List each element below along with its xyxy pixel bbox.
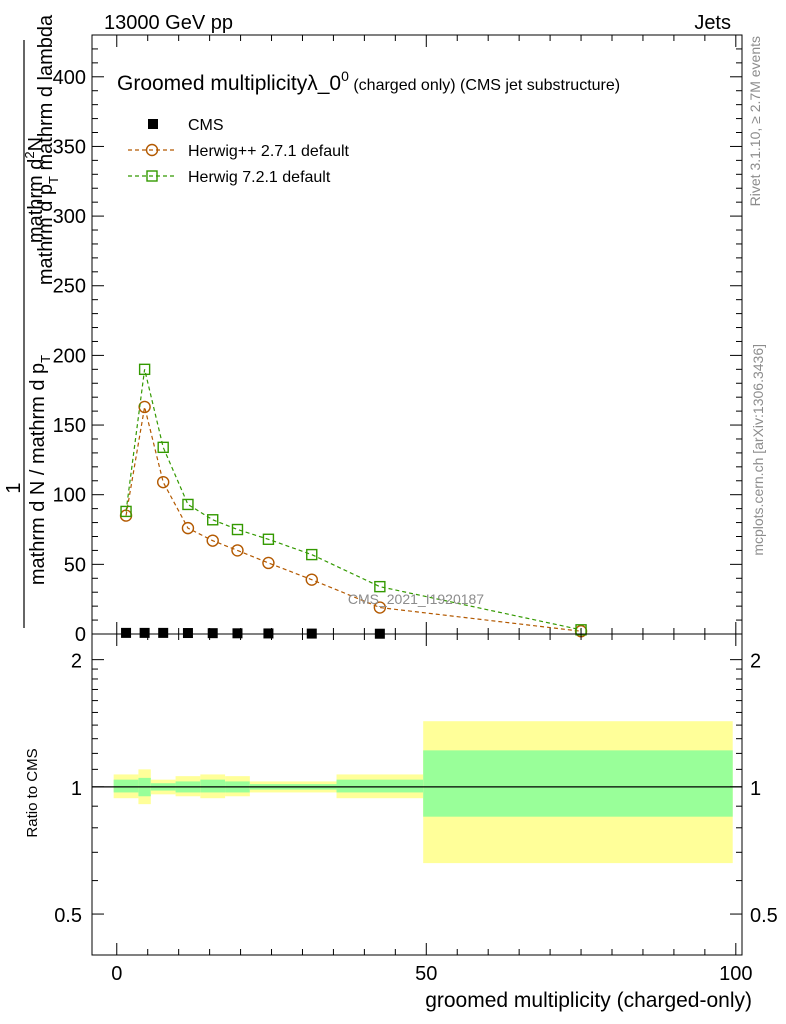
y-label-outer-numerator: 1 [3, 482, 25, 493]
ratio-band-green [200, 779, 226, 793]
plot-title-sup: 0 [341, 68, 349, 84]
data-point-herwig7 [182, 498, 194, 511]
data-point-herwigpp [262, 556, 275, 570]
ratio-band-green [336, 779, 424, 793]
legend-cms-marker [148, 119, 158, 129]
legend-herwig7-label: Herwig 7.2.1 default [188, 169, 331, 186]
data-point-cms [158, 627, 169, 638]
data-point-herwigpp [373, 601, 387, 614]
ratio-y-tick-label-right: 2 [750, 651, 761, 673]
data-point-herwig7 [231, 523, 244, 536]
data-point-herwig7 [207, 514, 219, 526]
data-point-cms [139, 627, 150, 638]
data-point-herwigpp [181, 521, 195, 535]
data-point-herwig7 [157, 441, 169, 454]
y-tick-label: 250 [53, 276, 86, 298]
ratio-band-green [113, 779, 139, 793]
lower-y-axis: 0.5 0.5 1 1 2 2 [54, 651, 778, 927]
plot-title-main: Groomed multiplicityλ_0 [117, 72, 341, 95]
header-jets-label: Jets [694, 12, 731, 34]
data-point-cms [207, 628, 218, 639]
ratio-y-tick-label-right: 0.5 [750, 905, 778, 927]
ratio-band-green [423, 750, 733, 817]
y-tick-label: 350 [53, 136, 86, 158]
ratio-y-tick-label: 1 [71, 778, 82, 800]
data-point-herwig7 [306, 548, 318, 561]
data-point-herwig7 [138, 363, 151, 376]
y-label-outer-denominator: mathrm d N / mathrm d pT [27, 355, 53, 585]
ratio-y-tick-label: 0.5 [54, 905, 82, 927]
series-line-herwig7 [125, 369, 582, 631]
data-point-herwigpp [156, 475, 170, 489]
series-line-herwigpp [125, 406, 582, 632]
y-tick-label: 300 [53, 206, 86, 228]
ratio-bands [92, 721, 742, 864]
data-point-herwig7 [262, 533, 275, 545]
x-tick-label: 0 [111, 963, 122, 985]
analysis-watermark: CMS_2021_I1920187 [348, 591, 484, 607]
y-tick-label: 100 [53, 485, 86, 507]
lower-panel: 0.5 0.5 1 1 2 2 0 50 100 Ratio to CMS groomed m… [24, 633, 778, 1012]
legend-herwig7-marker [146, 170, 158, 182]
data-point-cms [121, 627, 132, 638]
plot-title: Groomed multiplicityλ_00 (charged only) … [117, 68, 620, 95]
upper-panel: 0 50 100 150 200 250 300 350 400 CMS_2021_I19201… [3, 14, 743, 646]
data-point-herwigpp [138, 400, 151, 414]
data-point-herwigpp [305, 573, 318, 586]
rivet-label: Rivet 3.1.10, ≥ 2.7M events [747, 36, 763, 206]
plot-title-sub: (charged only) (CMS jet substructure) [349, 77, 620, 94]
y-tick-label: 0 [75, 624, 86, 646]
legend-cms-label: CMS [188, 117, 224, 134]
data-point-herwigpp [206, 534, 219, 547]
data-point-cms [182, 628, 193, 639]
lower-frame [91, 633, 743, 956]
ratio-y-tick-label: 2 [71, 651, 82, 673]
data-point-herwig7 [374, 580, 386, 593]
header-beam-label: 13000 GeV pp [104, 12, 233, 34]
mcplots-label: mcplots.cern.ch [arXiv:1306.3436] [750, 344, 766, 556]
upper-y-label: 1 mathrm d2N mathrm d pT mathrm d lambda… [3, 14, 61, 628]
x-axis: 0 50 100 [111, 634, 752, 985]
data-point-cms [232, 628, 243, 639]
legend-herwigpp-marker [145, 143, 159, 157]
legend: CMS Herwig++ 2.7.1 default Herwig 7.2.1 … [128, 117, 350, 186]
y-label-inner-denominator: mathrm d pT mathrm d lambda [35, 14, 61, 285]
upper-y-axis: 0 50 100 150 200 250 300 350 400 [53, 35, 742, 646]
x-axis-label: groomed multiplicity (charged-only) [425, 989, 752, 1012]
y-tick-label: 150 [53, 415, 86, 437]
x-tick-label: 100 [719, 963, 752, 985]
y-tick-label: 200 [53, 345, 86, 367]
data-point-herwig7 [120, 505, 132, 518]
data-point-herwigpp [231, 544, 244, 557]
x-tick-label: 50 [415, 963, 437, 985]
ratio-y-tick-label-right: 1 [750, 778, 761, 800]
ratio-y-label: Ratio to CMS [24, 748, 41, 837]
data-point-cms [263, 628, 274, 639]
y-tick-label: 50 [64, 554, 86, 576]
y-label-inner-numerator: mathrm d2N [22, 137, 47, 243]
legend-herwigpp-label: Herwig++ 2.7.1 default [188, 143, 350, 160]
y-tick-label: 400 [53, 67, 86, 89]
